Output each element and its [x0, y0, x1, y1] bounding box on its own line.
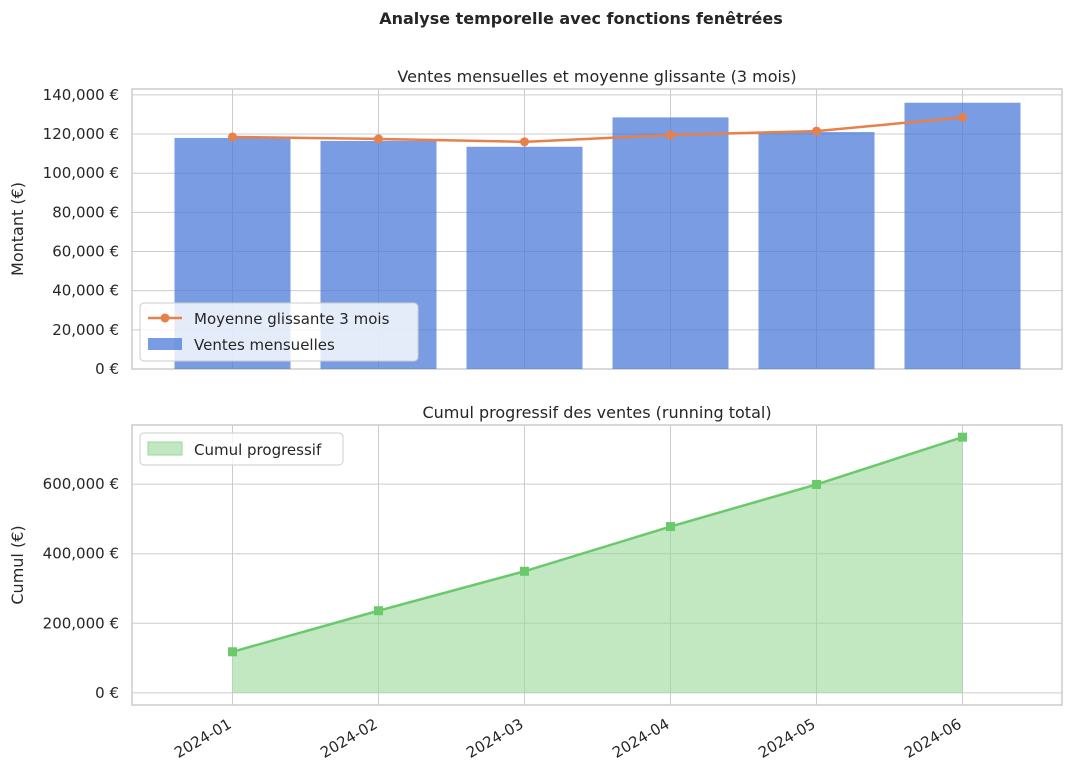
sales-chart: 0 € 20,000 € 40,000 € 60,000 € 80,000 € 100,0… — [8, 67, 1063, 378]
rolling-average-line — [232, 116, 963, 144]
cumulative-legend: Cumul progressif — [139, 432, 344, 466]
cumulative-point — [958, 432, 967, 442]
shared-x-ticks: 2024-01 2024-02 2024-03 2024-04 2024-05 2024-… — [171, 715, 964, 762]
sales-bars — [174, 102, 1021, 370]
cumulative-legend-box — [139, 432, 344, 466]
sales-y-ticks: 0 € 20,000 € 40,000 € 60,000 € 80,000 € 100,0… — [43, 86, 119, 378]
y-tick-label: 120,000 € — [43, 125, 119, 143]
cumulative-point — [520, 566, 529, 576]
cumulative-chart-title: Cumul progressif des ventes (running tot… — [422, 403, 771, 422]
y-tick-label: 200,000 € — [43, 614, 119, 632]
cumulative-chart: 0 €200,000 €400,000 €600,000 € 2024-01 20… — [8, 403, 1063, 762]
legend-area-swatch-icon — [147, 441, 183, 456]
y-tick-label: 600,000 € — [43, 475, 119, 493]
cumulative-chart-frame — [131, 424, 1063, 706]
legend-bar-label: Ventes mensuelles — [194, 336, 335, 354]
x-tick-label: 2024-05 — [755, 715, 818, 762]
bar — [758, 132, 875, 369]
sales-legend: Moyenne glissante 3 mois Ventes mensuell… — [139, 302, 419, 362]
y-tick-label: 100,000 € — [43, 164, 119, 182]
rolling-average-point — [812, 126, 821, 136]
legend-bar-swatch-icon — [148, 338, 182, 350]
x-tick-label: 2024-03 — [463, 715, 526, 762]
sales-legend-box — [139, 302, 419, 362]
cumulative-point — [666, 522, 675, 532]
cumulative-point — [812, 479, 821, 489]
y-tick-label: 0 € — [95, 360, 119, 378]
legend-rolling-label: Moyenne glissante 3 mois — [194, 310, 390, 328]
sales-y-axis-label: Montant (€) — [8, 182, 27, 276]
figure-suptitle: Analyse temporelle avec fonctions fenêtr… — [379, 9, 783, 28]
y-tick-label: 400,000 € — [43, 545, 119, 563]
y-tick-label: 20,000 € — [52, 321, 119, 339]
y-tick-label: 40,000 € — [52, 282, 119, 300]
rolling-average-point — [374, 134, 383, 144]
legend-rolling-marker-icon — [160, 313, 170, 323]
cumulative-area-series — [228, 432, 967, 693]
cumulative-area-fill — [232, 437, 963, 693]
x-tick-label: 2024-06 — [901, 715, 964, 762]
rolling-average-point — [958, 112, 967, 122]
cumulative-y-ticks: 0 € 200,000 € 400,000 € 600,000 € — [43, 475, 119, 702]
rolling-average-point — [228, 132, 237, 142]
sales-chart-title: Ventes mensuelles et moyenne glissante (… — [397, 67, 796, 86]
y-tick-label: 80,000 € — [52, 203, 119, 221]
x-tick-label: 2024-02 — [317, 715, 380, 762]
x-tick-label: 2024-01 — [171, 715, 234, 762]
rolling-average-point — [520, 137, 529, 147]
cumulative-point — [374, 606, 383, 616]
y-tick-label: 60,000 € — [52, 243, 119, 261]
rolling-average-point — [666, 130, 675, 140]
x-tick-label: 2024-04 — [609, 715, 672, 762]
bar — [904, 102, 1021, 369]
cumulative-y-axis-label: Cumul (€) — [8, 525, 27, 604]
y-tick-label: 0 € — [95, 684, 119, 702]
cumulative-line — [232, 435, 963, 653]
bar — [466, 146, 583, 369]
y-tick-label: 140,000 € — [43, 86, 119, 104]
bar — [612, 117, 729, 370]
cumulative-point — [228, 647, 237, 657]
legend-area-label: Cumul progressif — [194, 441, 322, 459]
rolling-average-series — [228, 112, 967, 147]
